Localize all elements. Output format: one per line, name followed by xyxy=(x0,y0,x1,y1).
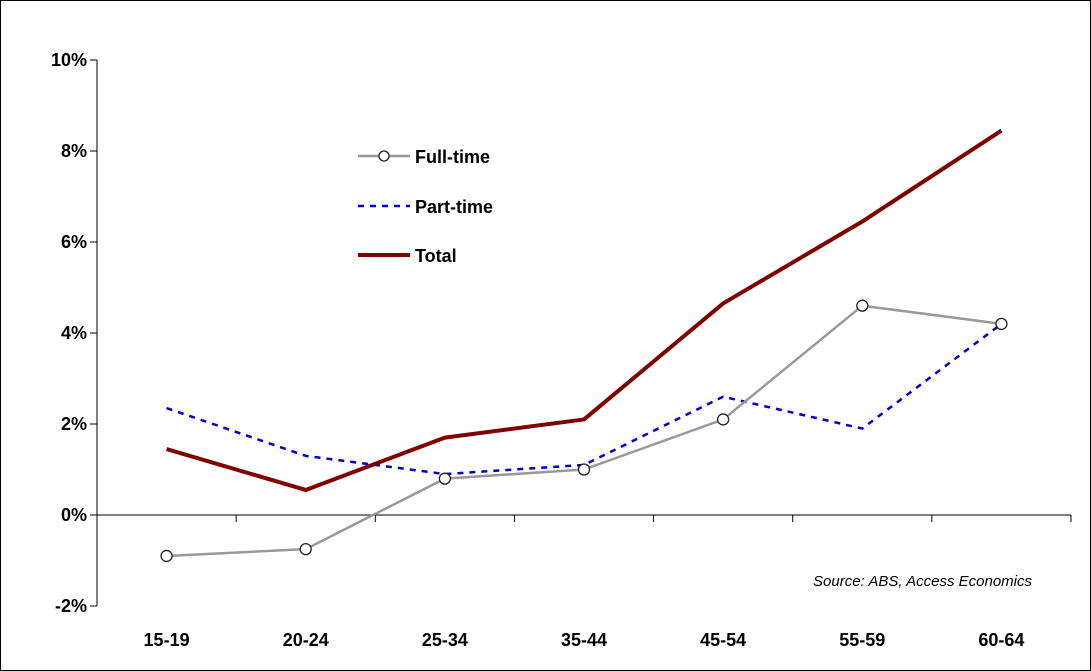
x-tick-labels: 15-19 20-24 25-34 35-44 45-54 55-59 60-64 xyxy=(144,630,1025,650)
data-point-full-time xyxy=(577,463,591,476)
y-tick-label: 6% xyxy=(61,232,87,252)
data-point-full-time xyxy=(856,299,869,312)
x-tick-label: 60-64 xyxy=(978,630,1024,650)
source-annotation: Source: ABS, Access Economics xyxy=(813,573,1032,590)
y-tick-label: 0% xyxy=(61,505,87,525)
data-point-full-time xyxy=(995,317,1008,331)
y-tick-label: 8% xyxy=(61,141,87,161)
legend-item-total: Total xyxy=(358,246,457,266)
axes xyxy=(90,59,1072,607)
y-tick-label: 4% xyxy=(61,323,87,343)
series-layer xyxy=(160,128,1008,563)
x-tick-label: 15-19 xyxy=(144,630,190,650)
data-point-full-time xyxy=(716,413,730,426)
series-line-full-time xyxy=(166,304,1002,558)
legend-label-total: Total xyxy=(415,246,457,266)
x-tick-label: 55-59 xyxy=(839,630,885,650)
legend: Full-time Part-time Total xyxy=(358,147,493,266)
data-point-full-time xyxy=(438,472,452,485)
legend-label-part-time: Part-time xyxy=(415,197,493,217)
y-tick-labels: 10% 8% 6% 4% 2% 0% -2% xyxy=(51,50,87,616)
data-point-full-time xyxy=(160,549,173,563)
y-tick-label: -2% xyxy=(55,596,87,616)
x-tick-label: 20-24 xyxy=(283,630,329,650)
legend-item-full-time: Full-time xyxy=(358,147,490,167)
x-tick-label: 45-54 xyxy=(700,630,746,650)
y-tick-label: 10% xyxy=(51,50,87,70)
legend-item-part-time: Part-time xyxy=(358,197,493,217)
x-tick-label: 25-34 xyxy=(422,630,468,650)
series-line-part-time xyxy=(166,322,1003,476)
data-point-full-time xyxy=(299,542,312,556)
legend-label-full-time: Full-time xyxy=(415,147,490,167)
x-tick-label: 35-44 xyxy=(561,630,607,650)
y-tick-label: 2% xyxy=(61,414,87,434)
series-line-total xyxy=(166,128,1003,492)
legend-marker-full-time xyxy=(378,150,390,162)
